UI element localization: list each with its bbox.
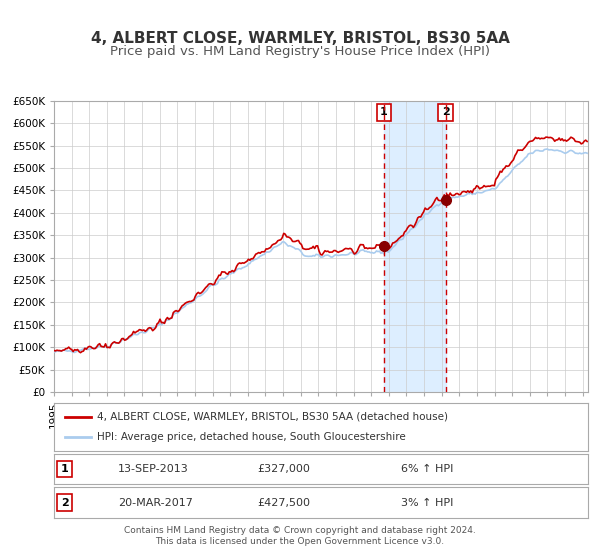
Text: HPI: Average price, detached house, South Gloucestershire: HPI: Average price, detached house, Sout… [97, 432, 406, 442]
Text: 4, ALBERT CLOSE, WARMLEY, BRISTOL, BS30 5AA (detached house): 4, ALBERT CLOSE, WARMLEY, BRISTOL, BS30 … [97, 412, 448, 422]
Bar [384, 101, 446, 392]
Text: 4, ALBERT CLOSE, WARMLEY, BRISTOL, BS30 5AA: 4, ALBERT CLOSE, WARMLEY, BRISTOL, BS30 … [91, 31, 509, 46]
Text: 2: 2 [61, 498, 68, 507]
Text: This data is licensed under the Open Government Licence v3.0.: This data is licensed under the Open Gov… [155, 538, 445, 547]
Text: 3% ↑ HPI: 3% ↑ HPI [401, 498, 454, 507]
Text: Price paid vs. HM Land Registry's House Price Index (HPI): Price paid vs. HM Land Registry's House … [110, 45, 490, 58]
Text: 13-SEP-2013: 13-SEP-2013 [118, 464, 189, 474]
Text: £427,500: £427,500 [257, 498, 310, 507]
Text: 20-MAR-2017: 20-MAR-2017 [118, 498, 193, 507]
Text: 2: 2 [442, 108, 449, 118]
Text: £327,000: £327,000 [257, 464, 310, 474]
Text: 1: 1 [61, 464, 68, 474]
Text: 1: 1 [380, 108, 388, 118]
Text: 6% ↑ HPI: 6% ↑ HPI [401, 464, 454, 474]
Text: Contains HM Land Registry data © Crown copyright and database right 2024.: Contains HM Land Registry data © Crown c… [124, 526, 476, 535]
